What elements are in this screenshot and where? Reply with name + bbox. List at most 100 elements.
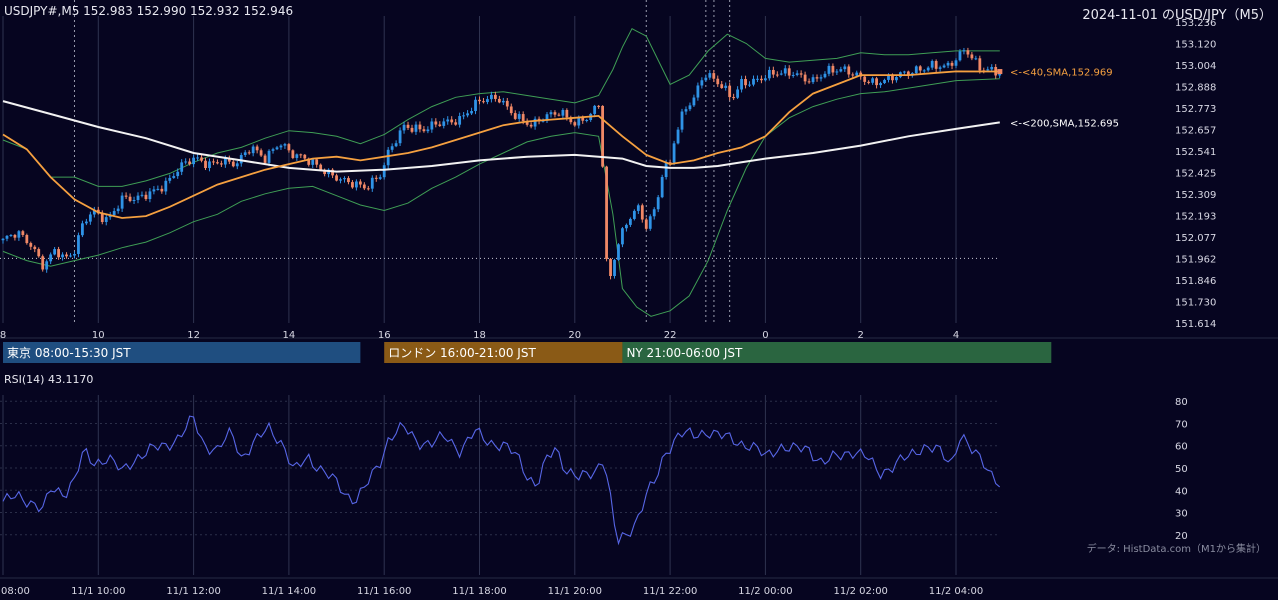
candle-body [223, 158, 227, 165]
candle-body [196, 157, 199, 159]
candle-body [255, 146, 259, 151]
candle-body [271, 149, 275, 151]
price-tick-label: 152.657 [1175, 125, 1216, 136]
candle-body [621, 228, 624, 245]
symbol-ohlc-label: USDJPY#,M5 152.983 152.990 152.932 152.9… [4, 4, 294, 18]
time-tick-label: 4 [953, 330, 959, 341]
time-tick-label: 18 [473, 330, 486, 341]
candle-body [414, 124, 418, 132]
candle-body [513, 113, 517, 119]
candle-body [660, 177, 664, 198]
candle-body [609, 258, 612, 277]
session-label: 東京 08:00-15:30 JST [7, 346, 131, 360]
candle-body [81, 223, 84, 236]
candle-body [902, 71, 906, 73]
candle-body [668, 162, 672, 164]
candle-body [378, 177, 382, 179]
time-tick-label: 20 [568, 330, 581, 341]
time-tick-label: 22 [664, 330, 677, 341]
time-tick-label: 16 [378, 330, 391, 341]
candle-body [708, 73, 712, 78]
candle-body [664, 162, 668, 178]
candle-body [601, 105, 604, 167]
candle-body [88, 214, 92, 222]
candle-body [235, 163, 239, 167]
datetime-tick-label: 11/1 12:00 [166, 586, 220, 597]
candle-body [891, 74, 894, 81]
candle-body [533, 118, 537, 127]
candle-body [632, 210, 636, 219]
candle-body [918, 66, 922, 71]
price-tick-label: 152.309 [1175, 190, 1216, 201]
candle-body [557, 114, 561, 116]
sma200-label: <-<200,SMA,152.695 [1010, 118, 1119, 129]
candle-body [5, 235, 9, 239]
candle-body [569, 117, 573, 123]
candle-body [712, 73, 716, 79]
candle-body [402, 124, 406, 131]
candle-body [764, 78, 767, 81]
rsi-tick-label: 30 [1175, 509, 1188, 520]
rsi-tick-label: 60 [1175, 442, 1188, 453]
candle-body [875, 78, 878, 86]
candle-body [164, 180, 168, 192]
candle-body [835, 71, 839, 73]
candle-body [120, 195, 124, 209]
datetime-tick-label: 11/2 00:00 [738, 586, 792, 597]
time-tick-label: 8 [0, 330, 6, 341]
candle-body [914, 66, 918, 74]
candle-body [771, 69, 775, 75]
candle-body [895, 77, 898, 81]
candle-body [112, 211, 116, 215]
candle-body [474, 99, 477, 112]
candle-body [700, 80, 704, 86]
candle-body [160, 188, 164, 192]
candle-body [628, 218, 632, 225]
candle-body [45, 261, 49, 270]
price-tick-label: 152.077 [1175, 233, 1216, 244]
candle-body [37, 249, 41, 257]
candle-body [192, 157, 195, 165]
candle-body [990, 66, 994, 70]
candle-body [331, 169, 334, 176]
candle-body [636, 205, 640, 211]
candle-body [823, 73, 827, 78]
datetime-tick-label: 11/1 20:00 [548, 586, 602, 597]
candle-body [470, 111, 473, 114]
candle-body [291, 150, 295, 158]
datetime-tick-label: 11/1 18:00 [452, 586, 506, 597]
candle-body [704, 77, 708, 81]
candle-body [430, 121, 434, 130]
candle-body [438, 124, 442, 126]
candle-body [307, 158, 311, 165]
candle-body [25, 234, 29, 244]
price-tick-label: 151.962 [1175, 254, 1216, 265]
candlestick-series [1, 47, 1002, 280]
candle-body [871, 78, 875, 83]
candle-body [922, 70, 926, 72]
candle-body [934, 61, 938, 69]
rsi-tick-label: 20 [1175, 531, 1188, 542]
rsi-tick-label: 40 [1175, 486, 1188, 497]
candle-body [450, 119, 454, 123]
candle-body [247, 152, 251, 154]
candle-body [323, 169, 327, 175]
datetime-tick-label: 11/1 14:00 [262, 586, 316, 597]
candle-body [815, 77, 819, 79]
price-tick-label: 152.425 [1175, 169, 1216, 180]
candle-body [946, 62, 950, 66]
candle-body [847, 66, 851, 75]
candle-body [386, 149, 390, 166]
candle-body [803, 74, 807, 82]
candle-body [617, 244, 620, 260]
candle-body [29, 243, 33, 247]
candle-body [652, 209, 656, 217]
candle-body [382, 165, 386, 178]
moving-averages: <-<40,SMA,152.969 <-<200,SMA,152.695 [2, 68, 1119, 219]
candle-body [482, 101, 485, 103]
candle-body [827, 65, 831, 74]
candle-body [168, 177, 172, 181]
candle-body [227, 158, 231, 162]
candle-body [986, 69, 990, 71]
candle-body [497, 98, 501, 103]
